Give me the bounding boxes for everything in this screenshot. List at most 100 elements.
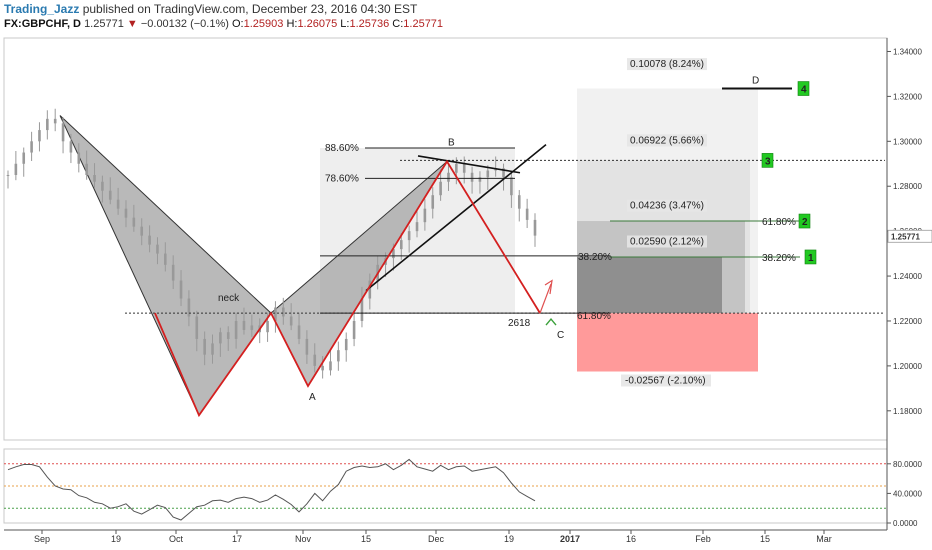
fib-618-label: 61.80% [577,311,611,322]
candle-body [392,249,395,259]
candle-body [525,208,529,220]
candle-body [38,130,41,142]
last-price: 1.25771 [84,18,124,30]
stop-label-box [621,374,711,387]
candle-body [321,365,324,371]
last-price-tag [887,229,932,243]
candle-body [242,320,246,330]
candle-body [289,316,293,326]
x-tick-label: Mar [816,534,832,544]
low-label: L: [340,18,350,30]
target-level-label-2: 61.80% [762,217,796,228]
candle-body [132,217,136,227]
candle-body [195,316,199,339]
value-2618-label: 2618 [508,318,531,329]
candle-body [85,163,88,175]
target-box-1 [577,256,722,314]
candle-body [455,163,458,173]
candle-body [156,244,159,254]
candle-body [124,208,128,218]
target-label-3: 0.06922 (5.66%) [630,135,704,146]
header-line-1: Trading_Jazz published on TradingView.co… [4,2,884,17]
osc-tick-label: 80.0000 [893,460,922,469]
target-label-box [627,58,707,71]
target-badge-2 [798,213,811,229]
fib-786-label: 78.60% [325,173,359,184]
wedge-lower-line [365,144,547,292]
candle-body [274,307,277,321]
candle-body [399,240,403,250]
candle-body [93,174,96,182]
candle-body [329,361,332,371]
target-label-box [627,199,707,212]
y-tick-label: 1.24000 [893,272,922,281]
candle-body [203,338,206,355]
header-line-2: FX:GBPCHF, D 1.25771 ▼ −0.00132 (−0.1%) … [4,17,884,32]
chart-header: Trading_Jazz published on TradingView.co… [4,2,884,32]
fib-382-label: 38.20% [578,252,612,263]
candle-body [30,141,33,153]
candle-body [77,152,81,164]
target-label-4: 0.10078 (8.24%) [630,59,704,70]
x-tick-label: 17 [232,534,242,544]
y-tick-label: 1.28000 [893,182,922,191]
candle-body [431,195,435,209]
x-tick-label: Nov [295,534,312,544]
point-c-label: C [557,330,564,341]
x-tick-label: Dec [428,534,445,544]
y-tick-label: 1.20000 [893,362,922,371]
candle-body [470,172,474,182]
candle-body [533,219,537,236]
candle-body [510,177,513,196]
candle-body [14,163,18,175]
x-tick-label: 15 [760,534,770,544]
candle-body [486,170,490,178]
candle-body [478,177,482,182]
open-value: 1.25903 [243,18,284,30]
candle-body [517,195,521,209]
candle-body [53,118,57,124]
x-tick-label: 2017 [560,534,580,544]
candle-body [439,181,442,196]
low-value: 1.25736 [349,18,390,30]
candle-body [502,168,505,178]
open-label: O: [231,18,244,30]
candle-body [337,350,340,362]
candle-body [407,231,411,241]
target-level-label-1: 38.20% [762,253,796,264]
candle-body [69,141,73,153]
candle-body [179,280,183,299]
y-tick-label: 1.22000 [893,317,922,326]
candle-body [297,325,301,339]
point-d-label: D [752,76,759,87]
projection-arrowhead [544,279,553,295]
down-arrow-icon: ▼ [126,18,138,30]
target-label-1: 0.02590 (2.12%) [630,236,704,247]
pattern-zigzag [154,159,541,418]
point-c-marker [545,318,557,326]
candle-body [22,152,26,164]
author-link[interactable]: Trading_Jazz [4,2,80,16]
price-change: −0.00132 (−0.1%) [140,18,229,30]
candle-body [313,354,317,366]
x-tick-label: 16 [626,534,636,544]
oscillator-line [7,458,536,521]
target-label-box [627,235,707,248]
candle-body [61,123,65,142]
candle-body [360,298,364,321]
symbol-label[interactable]: FX:GBPCHF, D [4,18,81,30]
point-b-label: B [448,138,455,149]
high-label: H: [286,18,298,30]
candle-body [462,163,466,173]
candle-body [305,338,309,355]
candle-body [415,222,419,232]
stop-label: -0.02567 (-2.10%) [625,376,706,387]
last-price-tag-label: 1.25771 [891,232,920,241]
candle-body [211,343,214,355]
y-tick-label: 1.32000 [893,92,922,101]
publish-info: published on TradingView.com, December 2… [82,2,418,16]
x-tick-label: Sep [34,534,50,544]
fib-886-label: 88.60% [325,143,359,154]
high-value: 1.26075 [297,18,338,30]
